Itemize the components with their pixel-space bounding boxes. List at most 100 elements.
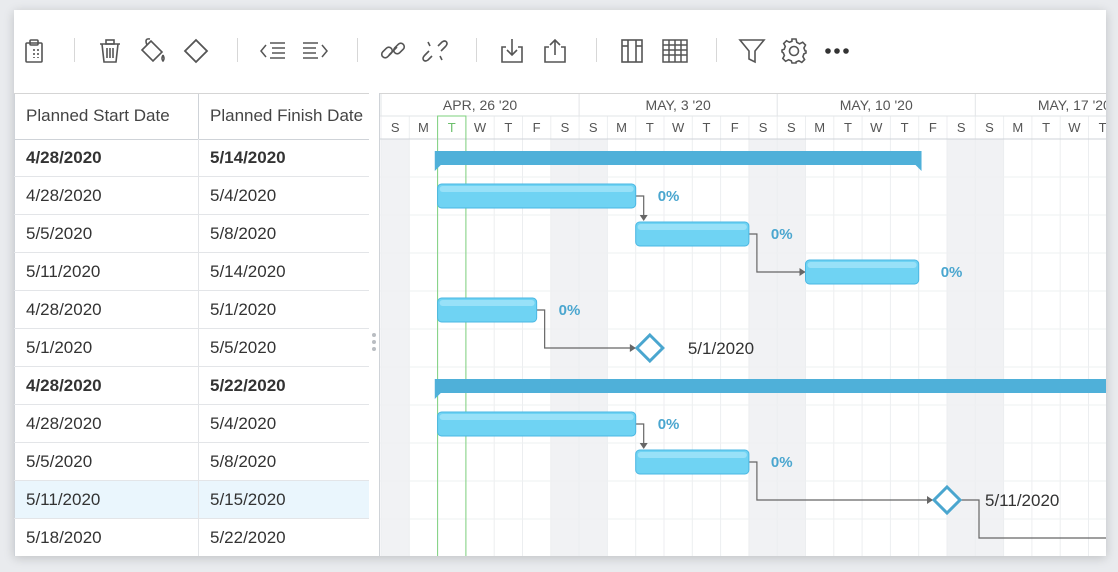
table-row[interactable]: 4/28/2020 5/4/2020 bbox=[14, 405, 369, 443]
gantt-chart: APR, 26 '20 MAY, 3 '20 MAY, 10 '20 MAY, 17 … bbox=[380, 93, 1106, 556]
today-marker bbox=[437, 115, 467, 556]
splitter-grip-dot bbox=[372, 340, 376, 344]
day-label: M bbox=[814, 120, 825, 135]
planned-finish-cell[interactable]: 5/8/2020 bbox=[210, 452, 277, 471]
planned-start-cell[interactable]: 4/28/2020 bbox=[14, 367, 199, 404]
dependency-link[interactable] bbox=[536, 309, 636, 349]
splitter-grip-dot bbox=[372, 333, 376, 337]
columns-icon[interactable] bbox=[615, 34, 649, 68]
week-label: MAY, 17 '20 bbox=[1038, 97, 1106, 113]
link-arrow-head bbox=[927, 496, 933, 504]
planned-start-cell[interactable]: 5/5/2020 bbox=[14, 443, 199, 480]
table-row[interactable]: 5/5/2020 5/8/2020 bbox=[14, 443, 369, 481]
table-row[interactable]: 4/28/2020 5/22/2020 bbox=[14, 367, 369, 405]
export-icon[interactable] bbox=[538, 34, 572, 68]
day-label: S bbox=[589, 120, 598, 135]
planned-finish-cell[interactable]: 5/8/2020 bbox=[210, 224, 277, 243]
day-label: T bbox=[646, 120, 654, 135]
week-label: MAY, 3 '20 bbox=[646, 97, 711, 113]
paint-bucket-icon[interactable] bbox=[136, 34, 170, 68]
task-progress-label: 0% bbox=[771, 454, 793, 471]
table-row[interactable]: 5/18/2020 5/22/2020 bbox=[14, 519, 369, 556]
day-label: T bbox=[901, 120, 909, 135]
clipboard-paste-icon[interactable] bbox=[18, 34, 52, 68]
milestone-diamond[interactable] bbox=[931, 484, 963, 516]
toolbar-separator bbox=[237, 38, 238, 62]
planned-finish-cell[interactable]: 5/5/2020 bbox=[210, 338, 277, 357]
weekend-column bbox=[748, 139, 778, 556]
table-row[interactable]: 4/28/2020 5/14/2020 bbox=[14, 139, 369, 177]
day-label: T bbox=[504, 120, 512, 135]
unlink-icon[interactable] bbox=[418, 34, 452, 68]
table-row[interactable]: 5/5/2020 5/8/2020 bbox=[14, 215, 369, 253]
toolbar-separator bbox=[596, 38, 597, 62]
link-icon[interactable] bbox=[376, 34, 410, 68]
day-label: F bbox=[731, 120, 739, 135]
trash-icon[interactable] bbox=[93, 34, 127, 68]
planned-finish-cell[interactable]: 5/22/2020 bbox=[210, 528, 286, 547]
indent-icon[interactable] bbox=[298, 34, 332, 68]
summary-bar[interactable] bbox=[434, 379, 1106, 393]
column-header-planned-finish[interactable]: Planned Finish Date bbox=[210, 106, 364, 125]
task-progress-label: 0% bbox=[941, 264, 963, 281]
column-header-planned-start[interactable]: Planned Start Date bbox=[14, 94, 199, 139]
planned-finish-cell[interactable]: 5/22/2020 bbox=[210, 376, 286, 395]
day-label: W bbox=[1068, 120, 1081, 135]
dependency-link[interactable] bbox=[748, 461, 933, 501]
planned-start-cell[interactable]: 4/28/2020 bbox=[14, 177, 199, 214]
day-label: S bbox=[759, 120, 768, 135]
planned-finish-cell[interactable]: 5/4/2020 bbox=[210, 414, 277, 433]
more-icon[interactable] bbox=[820, 34, 854, 68]
table-row[interactable]: 5/11/2020 5/15/2020 bbox=[14, 481, 369, 519]
link-arrow-head bbox=[799, 268, 806, 276]
day-label: S bbox=[957, 120, 966, 135]
summary-bar[interactable] bbox=[434, 151, 922, 165]
planned-start-cell[interactable]: 5/5/2020 bbox=[14, 215, 199, 252]
planned-finish-cell[interactable]: 5/14/2020 bbox=[210, 148, 286, 167]
planned-start-cell[interactable]: 4/28/2020 bbox=[14, 291, 199, 328]
day-label: S bbox=[787, 120, 796, 135]
table-row[interactable]: 5/11/2020 5/14/2020 bbox=[14, 253, 369, 291]
planned-finish-cell[interactable]: 5/15/2020 bbox=[210, 490, 286, 509]
planned-start-cell[interactable]: 5/11/2020 bbox=[14, 481, 199, 518]
planned-finish-cell[interactable]: 5/4/2020 bbox=[210, 186, 277, 205]
day-label: W bbox=[870, 120, 883, 135]
task-progress-label: 0% bbox=[658, 188, 680, 205]
grid-table-icon[interactable] bbox=[658, 34, 692, 68]
table-row[interactable]: 4/28/2020 5/1/2020 bbox=[14, 291, 369, 329]
task-progress-label: 0% bbox=[658, 416, 680, 433]
day-label: W bbox=[474, 120, 487, 135]
planned-start-cell[interactable]: 4/28/2020 bbox=[14, 139, 199, 176]
week-label: APR, 26 '20 bbox=[443, 97, 517, 113]
dependency-link[interactable] bbox=[961, 499, 1106, 539]
day-label: S bbox=[391, 120, 400, 135]
day-label: S bbox=[985, 120, 994, 135]
pane-splitter[interactable] bbox=[369, 93, 380, 556]
weekend-column bbox=[975, 139, 1004, 556]
toolbar-separator bbox=[74, 38, 75, 62]
dependency-link[interactable] bbox=[635, 423, 645, 448]
table-row[interactable]: 4/28/2020 5/4/2020 bbox=[14, 177, 369, 215]
link-arrow-head bbox=[639, 443, 648, 449]
dependency-link[interactable] bbox=[748, 233, 806, 273]
day-label: F bbox=[929, 120, 937, 135]
gear-icon[interactable] bbox=[777, 34, 811, 68]
planned-start-cell[interactable]: 5/1/2020 bbox=[14, 329, 199, 366]
day-label: W bbox=[672, 120, 685, 135]
outdent-icon[interactable] bbox=[256, 34, 290, 68]
summary-bar-start-cap bbox=[434, 393, 441, 399]
table-row[interactable]: 5/1/2020 5/5/2020 bbox=[14, 329, 369, 367]
planned-finish-cell[interactable]: 5/14/2020 bbox=[210, 262, 286, 281]
import-icon[interactable] bbox=[495, 34, 529, 68]
planned-start-cell[interactable]: 5/18/2020 bbox=[14, 519, 199, 556]
weekend-column bbox=[777, 139, 806, 556]
milestone-diamond-icon[interactable] bbox=[179, 34, 213, 68]
planned-start-cell[interactable]: 4/28/2020 bbox=[14, 405, 199, 442]
planned-start-cell[interactable]: 5/11/2020 bbox=[14, 253, 199, 290]
planned-finish-cell[interactable]: 5/1/2020 bbox=[210, 300, 277, 319]
toolbar bbox=[14, 10, 1106, 92]
milestone-diamond[interactable] bbox=[634, 332, 665, 364]
filter-icon[interactable] bbox=[735, 34, 769, 68]
toolbar-separator bbox=[476, 38, 477, 62]
dependency-link[interactable] bbox=[635, 195, 645, 220]
